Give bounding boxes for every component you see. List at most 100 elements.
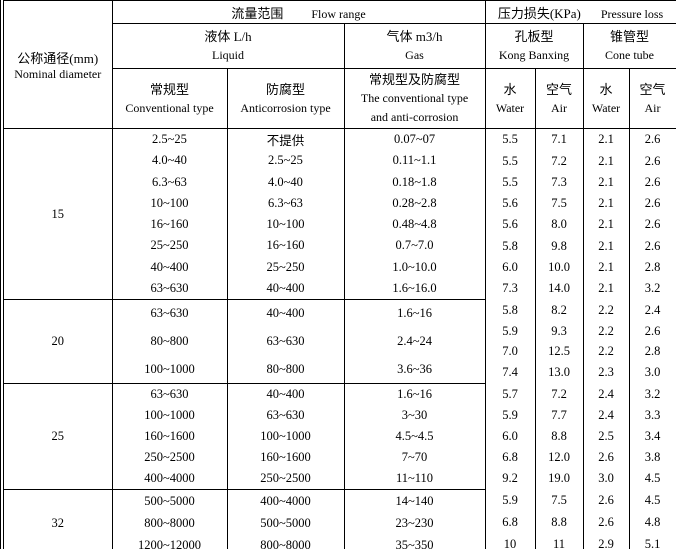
orifice-water-cell: 5.9 6.8 10 [484,489,536,549]
orifice-air-cell: 7.2 7.7 8.8 12.0 19.0 [534,383,584,490]
cell-lines: 2.4 2.4 2.5 2.6 3.0 [584,384,628,489]
cell-lines: 2.6 2.6 2.9 [584,490,628,549]
cell-value: 14.0 [548,281,570,296]
cell-value: 4.0~40 [152,153,187,168]
orifice-type-label-en: Kong Banxing [498,48,570,62]
cone-water-cell: 2.1 2.1 2.1 2.1 2.1 2.1 2.1 2.1 [582,128,630,300]
cell-value: 100~1000 [260,429,311,443]
cell-lines: 2.5~25 4.0~40 6.3~63 10~100 16~160 25~250 40~4… [113,130,226,300]
water-label-zh: 水 [503,81,517,97]
cell-value: 2.5~25 [268,153,303,168]
cell-value: 1.6~16.0 [392,280,437,295]
cell-value: 4.0~40 [268,174,303,189]
section-row: 20 63~630 80~800 100~1000 40~400 63~630 80~800… [1,299,676,384]
cell-value: 8.0 [551,217,567,232]
liquid-anticorrosion-cell: 40~400 63~630 100~1000 160~1600 250~2500 [226,383,345,490]
anticorrosion-type-label-en: Anticorrosion type [240,100,331,115]
cell-value: 8.8 [551,429,567,443]
cell-value: 2.5~25 [152,132,187,147]
cell-value: 35~350 [395,537,434,549]
cell-value: 2.4 [598,408,614,422]
header-row-3: 常规型 Conventional type 防腐型 Anticorrosion … [2,68,676,129]
header-flow-range: 流量范围 Flow range [111,0,486,24]
cell-value: 2.6 [598,493,614,508]
cell-value: 5.9 [502,408,518,422]
gas-cell: 1.6~16 3~30 4.5~4.5 7~70 11~110 [343,383,486,490]
cell-value: 2.1 [598,196,614,211]
liquid-anticorrosion-cell: 400~4000 500~5000 800~8000 [226,489,345,549]
cell-value: 2.6 [644,153,661,168]
cell-value: 11 [552,537,566,549]
cell-value: 不提供 [266,134,305,149]
cell-lines: 1.6~16 3~30 4.5~4.5 7~70 11~110 [345,385,484,490]
cell-value: 10~100 [266,217,305,232]
cell-value: 6.3~63 [152,174,187,189]
cell-value: 160~1600 [260,450,311,464]
header-row-2: 液体 L/h Liquid 气体 m3/h Gas 孔板型 Kong Banxi… [2,23,676,69]
cell-value: 5.1 [644,537,661,549]
air-label-zh: 空气 [639,81,666,97]
cell-value: 12.5 [548,344,570,359]
cell-value: 7.5 [551,493,567,508]
cell-value: 40~400 [150,259,189,274]
cell-value: 6.0 [502,429,518,443]
cell-value: 2.4~24 [397,334,432,348]
anticorrosion-type-label-zh: 防腐型 [265,81,305,97]
cell-value: 19.0 [548,471,570,485]
orifice-air-cell: 8.2 9.3 12.5 13.0 [534,299,584,384]
cell-value: 3.8 [644,450,661,464]
cell-value: 2.1 [598,217,614,232]
cell-value: 1.0~10.0 [392,259,437,274]
cell-value: 5.6 [502,196,518,211]
orifice-water-cell: 5.8 5.9 7.0 7.4 [484,299,536,384]
header-anticorrosion-type: 防腐型 Anticorrosion type [226,68,345,129]
cell-lines: 4.5 4.8 5.1 [630,490,675,549]
cell-value: 9.2 [502,471,518,485]
cell-value: 0.07~07 [393,132,436,147]
cell-lines: 2.6 2.6 2.6 2.6 2.6 2.6 2.8 3.2 [630,129,675,299]
cone-air-cell: 3.2 3.3 3.4 3.8 4.5 [628,383,676,490]
cell-value: 25~250 [266,259,305,274]
cell-value: 13.0 [548,365,570,380]
cone-water-cell: 2.4 2.4 2.5 2.6 3.0 [582,383,630,490]
liquid-label-zh: 液体 L/h [204,29,252,44]
header-orifice-air: 空气 Air [534,68,584,129]
table-header: 公称通径(mm) Nominal diameter 流量范围 Flow range… [1,0,676,129]
gas-type-label-en1: The conventional type [360,91,469,105]
cell-value: 5.9 [502,493,518,508]
cone-type-label-en: Cone tube [605,48,655,62]
cell-lines: 5.9 6.8 10 [486,490,534,549]
cone-air-cell: 2.4 2.6 2.8 3.0 [628,299,676,384]
cell-value: 2.6 [644,323,661,338]
cell-value: 3.4 [644,429,661,443]
cell-lines: 63~630 80~800 100~1000 [113,301,226,384]
header-cone-air: 空气 Air [628,68,676,129]
cell-value: 100~1000 [144,408,195,422]
cell-value: 2.6 [598,450,614,464]
cell-value: 6.8 [502,515,518,530]
cell-value: 4.5~4.5 [395,429,434,443]
water-label-zh: 水 [599,81,613,97]
cell-value: 5.5 [502,153,518,168]
cell-value: 2.5 [598,429,614,443]
cell-value: 2.1 [598,281,614,296]
table-body: 15 2.5~25 4.0~40 6.3~63 10~100 16~160 25~250 40… [1,128,676,549]
water-label-en: Water [495,100,525,115]
cell-value: 63~630 [266,408,305,422]
header-orifice-type: 孔板型 Kong Banxing [484,23,584,69]
diameter-cell: 32 [1,489,113,549]
cell-value: 3.6~36 [397,361,432,376]
cell-value: 5.9 [502,323,518,338]
cell-lines: 3.2 3.3 3.4 3.8 4.5 [630,384,675,489]
gas-type-label-en2: and anti-corrosion [370,110,459,124]
cell-value: 8.2 [551,302,567,317]
nominal-diameter-label-zh: 公称通径(mm) [17,50,99,66]
pressure-loss-label-zh: 压力损失(KPa) [497,5,581,21]
cell-value: 5.8 [502,302,518,317]
cell-value: 500~5000 [144,493,195,508]
cell-value: 1.6~16 [397,306,432,321]
cell-value: 63~630 [150,280,189,295]
cell-value: 7.7 [551,408,567,422]
cell-value: 7.1 [551,132,567,147]
diameter-cell: 20 [1,299,113,384]
